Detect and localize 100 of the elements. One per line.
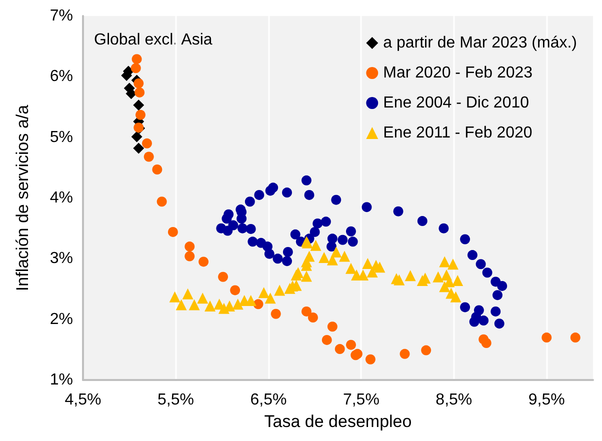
point [254,190,264,200]
point [282,256,292,266]
point [222,214,232,224]
point [439,281,450,292]
y-tick-label: 4% [50,190,73,206]
point [282,188,292,198]
point [142,138,152,148]
point [300,270,312,282]
point [133,100,144,111]
point [492,290,502,300]
point [346,226,356,236]
point [218,272,228,282]
point [478,316,489,326]
point [248,236,258,247]
point [460,234,470,244]
point [132,54,142,64]
point [152,164,162,174]
annotation: Global excl. Asia [94,32,212,48]
point [322,334,332,345]
point [274,284,286,296]
point [258,287,270,298]
point [168,226,178,237]
point [570,332,580,343]
point [494,318,504,329]
point [133,142,144,154]
point [290,270,302,281]
x-tick-label: 4,5% [64,392,102,408]
point [301,306,312,316]
point [310,240,322,251]
point [282,246,293,257]
legend-label: Mar 2020 - Feb 2023 [383,64,533,82]
point [497,280,508,291]
point [460,302,470,312]
y-axis-title: Inflación de servicios a/a [13,104,32,292]
x-tick-label: 7,5% [342,392,380,408]
point [301,175,312,186]
point [230,285,240,296]
point [169,291,180,302]
point [400,348,410,359]
y-tick-label: 7% [50,8,73,24]
point [244,196,255,207]
point [346,340,356,350]
point [246,224,256,234]
point [338,250,350,262]
point [542,332,552,343]
x-tick-label: 9,5% [528,392,565,408]
point [136,110,146,120]
point [438,223,449,234]
point [264,292,276,304]
point [348,236,358,247]
point [482,268,492,278]
point [228,220,238,230]
point [447,258,458,270]
point [469,316,480,327]
point [330,246,342,258]
point [184,251,195,262]
point [144,152,154,162]
point [320,216,331,227]
point [265,186,276,196]
point [134,78,144,88]
point [338,234,348,245]
point [366,266,378,278]
y-tick-label: 2% [50,310,73,328]
point [156,196,167,207]
point [476,259,486,270]
x-axis-title: Tasa de desempleo [264,412,412,431]
point [264,248,274,259]
point [310,226,320,237]
point [345,262,356,274]
point [439,256,450,268]
point [452,275,464,286]
point [362,258,374,270]
point [327,322,338,332]
legend-label: Ene 2011 - Feb 2020 [383,124,532,142]
x-tick-label: 5,5% [157,392,194,408]
point [176,299,187,310]
y-tick-label: 5% [50,128,73,146]
point [334,344,345,354]
point [272,254,283,264]
point [450,291,462,302]
point [365,354,376,364]
point [490,306,501,316]
point [182,288,194,300]
point [432,271,444,282]
point [417,216,428,226]
point [270,308,281,319]
point [318,252,330,263]
point [421,345,432,356]
point [188,299,200,310]
point [362,202,372,212]
point [197,292,208,304]
point [238,223,248,234]
point [131,131,142,142]
x-tick-label: 8,5% [436,392,472,408]
point [290,229,300,240]
point [308,312,318,323]
point [204,300,216,312]
point [326,242,337,252]
legend-label: Ene 2004 - Dic 2010 [383,94,530,112]
point [304,190,314,200]
